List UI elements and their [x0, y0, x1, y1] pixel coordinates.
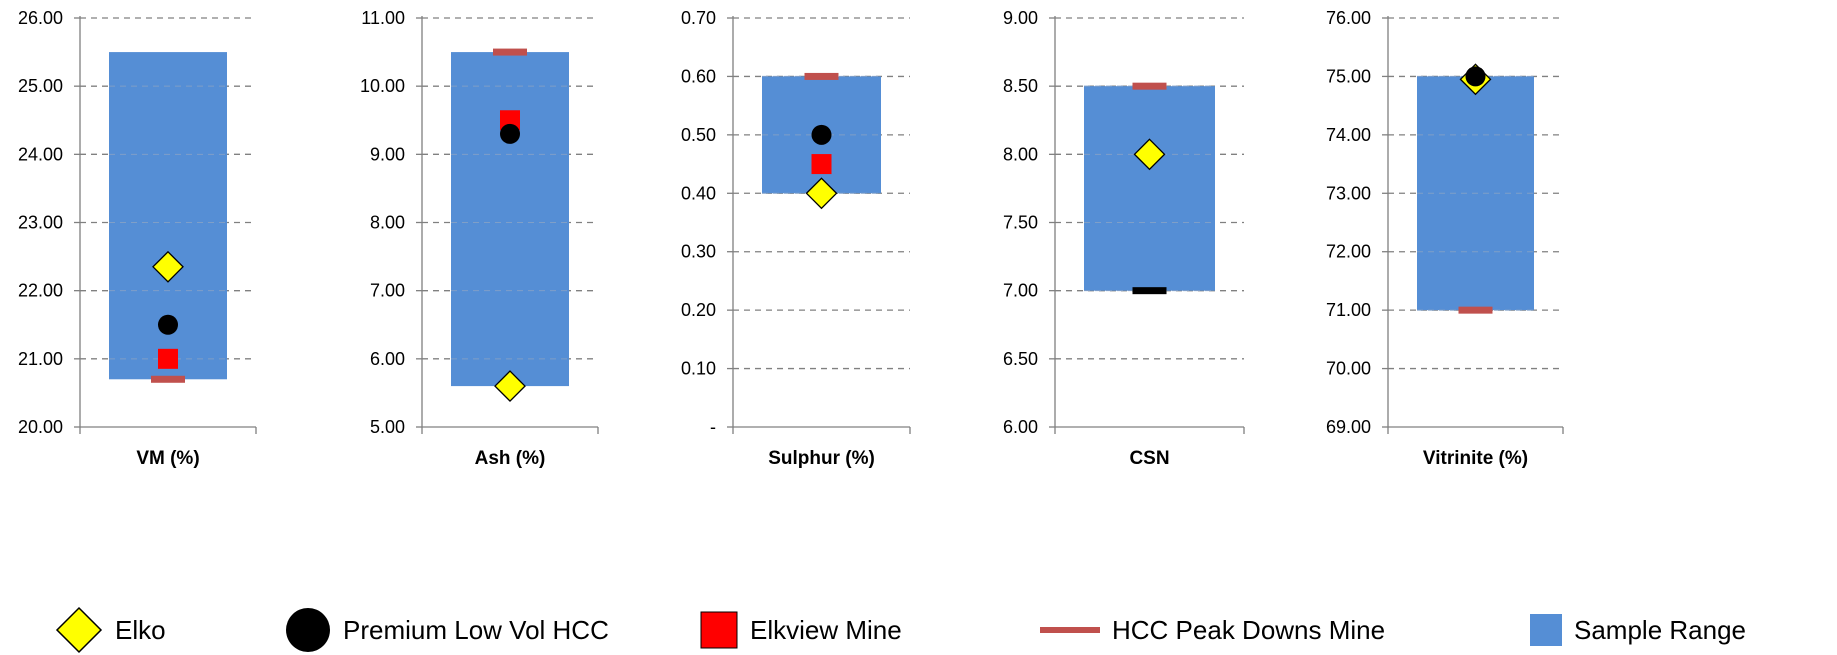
chart-3-elkview-mark [811, 154, 832, 175]
legend-label-elko: Elko [115, 614, 166, 645]
chart-3-premium-mark [811, 124, 832, 145]
chart-4-y-tick-label: 7.00 [1003, 281, 1038, 301]
chart-1-y-tick-label: 26.00 [18, 8, 63, 28]
chart-5-premium-mark-top [1465, 66, 1486, 87]
chart-2-y-tick-label: 11.00 [361, 8, 405, 28]
chart-3-y-tick-label: 0.50 [681, 125, 716, 145]
chart-3-y-tick-label: 0.60 [681, 66, 716, 86]
chart-2-premium-mark [500, 123, 520, 144]
chart-2-peak-downs-mark [493, 48, 527, 56]
charts-area: 20.00 21.00 22.00 23.00 24.00 25.00 26.00 VM (%… [18, 8, 1564, 469]
chart-5-y-tick-label: 70.00 [1326, 359, 1371, 379]
chart-4-y-tick-label: 6.00 [1003, 417, 1038, 437]
legend-peak-downs-dash [1040, 627, 1100, 633]
chart-1-y-tick-label: 22.00 [18, 281, 63, 301]
chart-3-y-tick-label: 0.70 [681, 8, 716, 28]
chart-5-y-tick-label: 69.00 [1326, 417, 1371, 437]
legend: Elko Premium Low Vol HCC Elkview Mine HC… [0, 605, 1837, 655]
chart-4-sample-range-bar [1084, 86, 1215, 291]
legend-elko-diamond [55, 606, 103, 654]
chart-4-y-tick-label: 8.50 [1003, 76, 1038, 96]
legend-item-premium: Premium Low Vol HCC [285, 605, 609, 655]
chart-4-y-tick-label: 6.50 [1003, 349, 1038, 369]
chart-1-elko-mark [152, 250, 184, 283]
chart-5-y-tick-label: 75.00 [1326, 66, 1371, 86]
chart-2-x-label: Ash (%) [475, 448, 546, 469]
chart-2-elko-mark [494, 370, 526, 403]
chart-3-y-tick-label: 0.30 [681, 242, 716, 262]
chart-3-y-tick-label: - [710, 417, 716, 437]
legend-sample-range-box [1530, 614, 1562, 646]
chart-4-y-tick-label: 7.50 [1003, 213, 1038, 233]
chart-3-elko-mark [805, 177, 838, 210]
chart-3-peak-downs-mark [804, 72, 839, 80]
legend-label-peak-downs: HCC Peak Downs Mine [1112, 614, 1386, 645]
chart-1-y-tick-label: 23.00 [18, 213, 63, 233]
chart-1-x-label: VM (%) [136, 448, 199, 469]
chart-5-peak-downs-mark [1458, 306, 1493, 314]
chart-2-y-tick-label: 8.00 [370, 213, 405, 233]
legend-elkview-square-icon [700, 611, 738, 649]
chart-2-y-tick-label: 5.00 [370, 417, 405, 437]
chart-4-y-tick-label: 8.00 [1003, 144, 1038, 164]
legend-premium-circle-icon [286, 608, 330, 652]
chart-2-y-tick-label: 10.00 [360, 76, 405, 96]
chart-2-y-tick-label: 6.00 [370, 349, 405, 369]
legend-elkview-square [700, 611, 738, 649]
chart-4-peak-downs-mark [1132, 82, 1167, 90]
chart-3-y-tick-label: 0.40 [681, 183, 716, 203]
legend-peak-downs-dash-icon [1040, 627, 1100, 633]
chart-4-y-tick-label: 9.00 [1003, 8, 1038, 28]
legend-sample-range-box-icon [1530, 614, 1562, 646]
chart-2-sample-range-bar [451, 52, 569, 387]
chart-2-y-tick-label: 7.00 [370, 281, 405, 301]
chart-5-y-tick-label: 71.00 [1326, 300, 1371, 320]
legend-label-sample-range: Sample Range [1574, 614, 1746, 645]
chart-5-y-tick-label: 73.00 [1326, 183, 1371, 203]
legend-item-elko: Elko [55, 605, 166, 655]
chart-4-x-label: CSN [1129, 448, 1169, 469]
chart-5-y-tick-label: 72.00 [1326, 242, 1371, 262]
legend-label-elkview: Elkview Mine [750, 614, 902, 645]
chart-4-elko-mark [1133, 138, 1166, 171]
legend-item-elkview: Elkview Mine [700, 605, 902, 655]
legend-item-peak-downs: HCC Peak Downs Mine [1040, 605, 1385, 655]
chart-3-y-tick-label: 0.20 [681, 300, 716, 320]
chart-5-y-tick-label: 74.00 [1326, 125, 1371, 145]
chart-2-y-tick-label: 9.00 [370, 144, 405, 164]
chart-5-x-label: Vitrinite (%) [1423, 448, 1528, 469]
chart-4-premium-mark [1132, 287, 1167, 295]
chart-1-y-tick-label: 24.00 [18, 144, 63, 164]
chart-5-y-tick-label: 76.00 [1326, 8, 1371, 28]
legend-premium-circle [286, 608, 330, 652]
chart-1-elkview-mark [158, 348, 178, 369]
legend-item-sample-range: Sample Range [1530, 605, 1746, 655]
chart-1-y-tick-label: 21.00 [18, 349, 63, 369]
chart-1-premium-mark [158, 314, 178, 335]
legend-elko-diamond-icon [55, 606, 103, 654]
chart-1-y-tick-label: 20.00 [18, 417, 63, 437]
legend-label-premium: Premium Low Vol HCC [343, 614, 609, 645]
chart-1-peak-downs-mark [151, 375, 185, 383]
chart-1-y-tick-label: 25.00 [18, 76, 63, 96]
chart-3-x-label: Sulphur (%) [768, 448, 875, 469]
chart-3-y-tick-label: 0.10 [681, 359, 716, 379]
